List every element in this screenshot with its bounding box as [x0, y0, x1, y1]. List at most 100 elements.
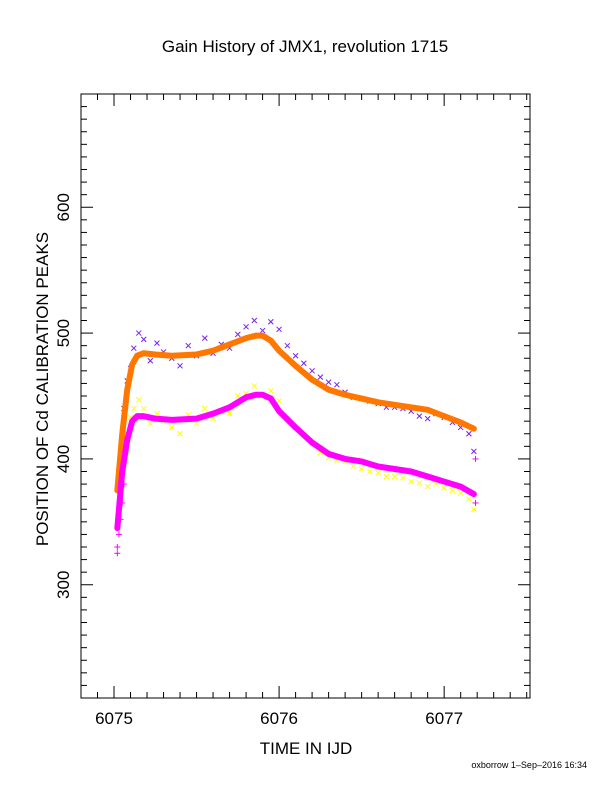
data-point-x: [471, 448, 477, 455]
data-point-x: [147, 357, 154, 364]
data-point-x: [267, 318, 274, 325]
marker-stroke: [147, 420, 154, 427]
marker-stroke: [408, 478, 415, 485]
data-point-plus: [472, 455, 479, 462]
data-point-x: [358, 466, 365, 472]
ticks-layer: 6075 6076 6077 300 400 500 600: [54, 94, 530, 728]
marker-stroke: [243, 323, 249, 330]
marker-stroke: [350, 463, 357, 470]
data-point-x: [416, 479, 423, 486]
marker-stroke: [127, 414, 134, 421]
data-point-x: [154, 340, 160, 347]
marker-stroke: [130, 345, 137, 352]
chart-title: Gain History of JMX1, revolution 1715: [162, 37, 448, 56]
y-axis-label: POSITION OF Cd CALIBRATION PEAKS: [33, 232, 52, 546]
data-point-x: [201, 335, 208, 341]
data-point-x: [317, 374, 324, 380]
marker-stroke: [416, 413, 423, 419]
marker-stroke: [466, 430, 472, 437]
data-point-x: [140, 336, 147, 343]
data-point-x: [130, 345, 137, 352]
data-point-x: [234, 393, 241, 399]
marker-stroke: [234, 331, 241, 338]
marker-stroke: [147, 357, 154, 364]
y-tick-label: 600: [54, 193, 73, 221]
data-point-x: [383, 473, 390, 480]
data-point-x: [408, 478, 415, 485]
data-point-x: [267, 388, 274, 394]
data-point-x: [449, 487, 456, 494]
x-tick-label: 6076: [260, 709, 298, 728]
data-point-x: [367, 468, 373, 475]
data-point-x: [259, 327, 266, 334]
data-point-x: [276, 398, 282, 404]
data-point-x: [168, 424, 175, 431]
marker-stroke: [416, 479, 423, 486]
data-point-x: [300, 360, 307, 367]
data-point-x: [140, 405, 147, 412]
data-point-x: [154, 410, 160, 417]
marker-stroke: [135, 330, 142, 336]
data-point-x: [466, 430, 472, 437]
data-point-x: [251, 383, 258, 389]
series-line: [114, 332, 477, 494]
x-tick-label: 6077: [425, 709, 463, 728]
marker-stroke: [210, 415, 216, 422]
data-point-plus: [120, 481, 127, 488]
marker-stroke: [424, 415, 431, 422]
data-point-plus: [472, 499, 479, 506]
marker-stroke: [367, 468, 373, 475]
marker-stroke: [300, 360, 307, 367]
data-point-x: [135, 330, 142, 336]
marker-stroke: [135, 396, 142, 403]
marker-stroke: [375, 469, 381, 476]
marker-stroke: [309, 367, 315, 374]
marker-stroke: [391, 473, 398, 480]
marker-stroke: [284, 342, 291, 349]
series-line: [114, 391, 477, 532]
data-point-x: [130, 405, 137, 412]
data-point-x: [193, 420, 200, 427]
data-point-x: [226, 410, 233, 417]
data-point-x: [424, 415, 431, 422]
marker-stroke: [292, 352, 299, 359]
marker-stroke: [251, 317, 258, 324]
data-point-x: [416, 413, 423, 419]
data-point-x: [424, 483, 431, 490]
marker-stroke: [201, 335, 208, 341]
marker-stroke: [130, 405, 137, 412]
marker-stroke: [471, 448, 477, 455]
marker-stroke: [317, 374, 324, 380]
marker-stroke: [259, 327, 266, 334]
y-tick-label: 300: [54, 571, 73, 599]
data-point-x: [276, 326, 282, 333]
data-point-x: [251, 317, 258, 324]
marker-stroke: [154, 340, 160, 347]
data-point-x: [185, 342, 192, 349]
data-point-x: [234, 331, 241, 338]
marker-stroke: [140, 336, 147, 343]
data-point-x: [391, 473, 398, 480]
marker-stroke: [267, 388, 274, 394]
data-point-plus: [114, 544, 121, 550]
marker-stroke: [276, 398, 282, 404]
data-point-plus: [115, 531, 122, 538]
plot-area: [80, 93, 531, 699]
data-point-x: [201, 405, 208, 412]
marker-stroke: [441, 485, 448, 491]
data-point-x: [457, 490, 464, 496]
marker-stroke: [251, 383, 258, 389]
y-tick-label: 400: [54, 445, 73, 473]
marker-stroke: [400, 474, 406, 481]
marker-stroke: [334, 381, 340, 388]
marker-stroke: [267, 318, 274, 325]
marker-stroke: [185, 342, 192, 349]
marker-stroke: [177, 362, 183, 369]
data-point-x: [284, 342, 291, 349]
data-point-x: [334, 381, 340, 388]
marker-stroke: [234, 393, 241, 399]
data-point-x: [325, 379, 332, 386]
data-point-plus: [119, 499, 126, 506]
data-point-x: [441, 485, 448, 491]
